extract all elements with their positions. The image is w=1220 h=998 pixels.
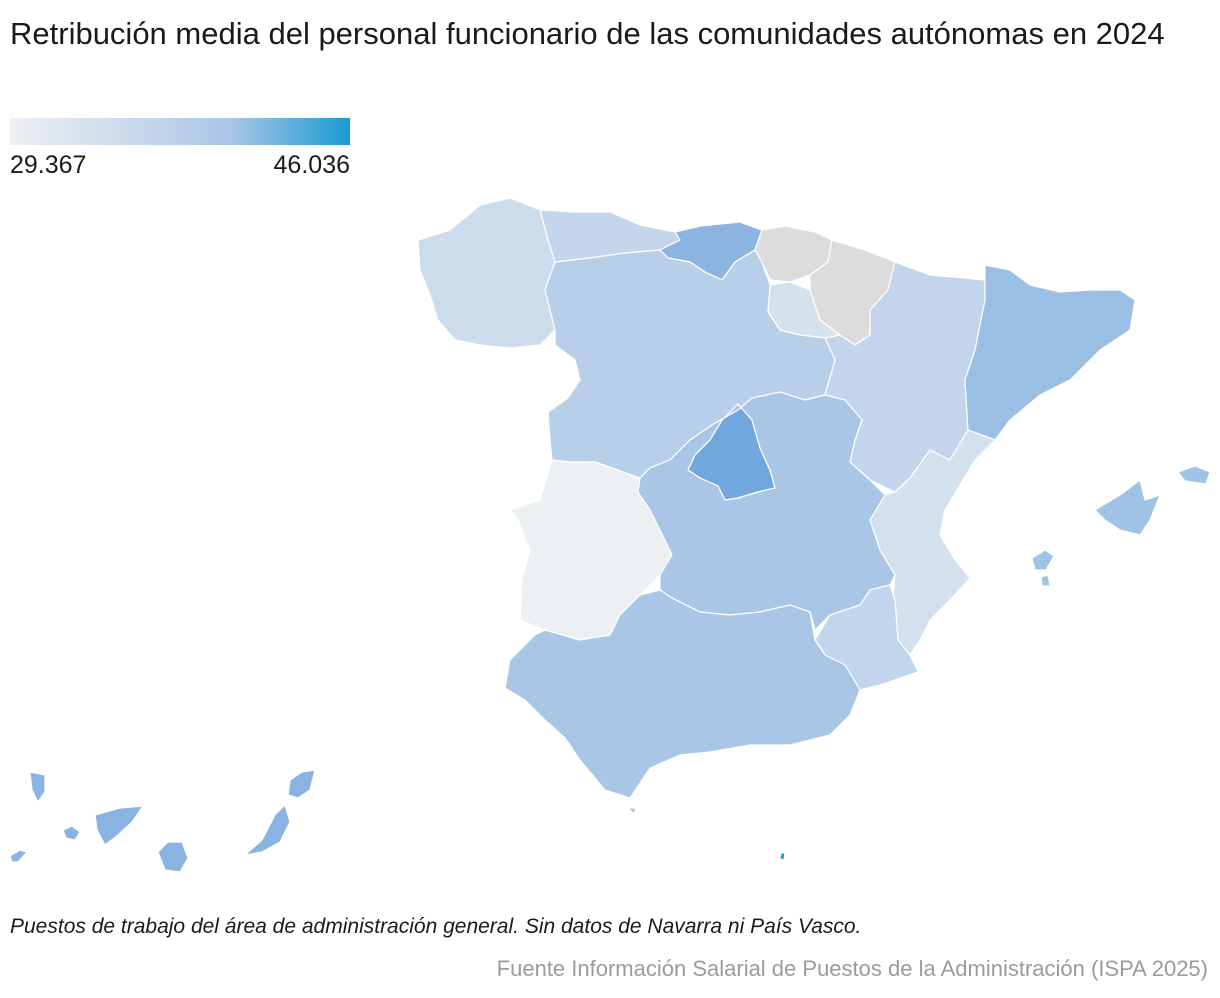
legend-max-label: 46.036 [273, 151, 350, 179]
region-melilla[interactable] [779, 852, 786, 861]
footnote: Puestos de trabajo del área de administr… [10, 915, 862, 938]
region-cataluna[interactable] [964, 264, 1136, 441]
chart-title: Retribución media del personal funcionar… [10, 16, 1165, 51]
color-legend: 29.367 46.036 [10, 118, 350, 180]
region-canarias[interactable] [9, 769, 316, 873]
legend-gradient-bar [10, 118, 350, 145]
region-galicia[interactable] [417, 197, 556, 349]
source-credit: Fuente Información Salarial de Puestos d… [496, 956, 1208, 981]
region-andalucia[interactable] [504, 589, 861, 799]
spain-choropleth-map [9, 197, 1211, 873]
region-ceuta[interactable] [627, 807, 637, 815]
region-murcia[interactable] [814, 584, 919, 691]
region-illes-balears[interactable] [1031, 465, 1211, 587]
legend-min-label: 29.367 [10, 151, 87, 179]
